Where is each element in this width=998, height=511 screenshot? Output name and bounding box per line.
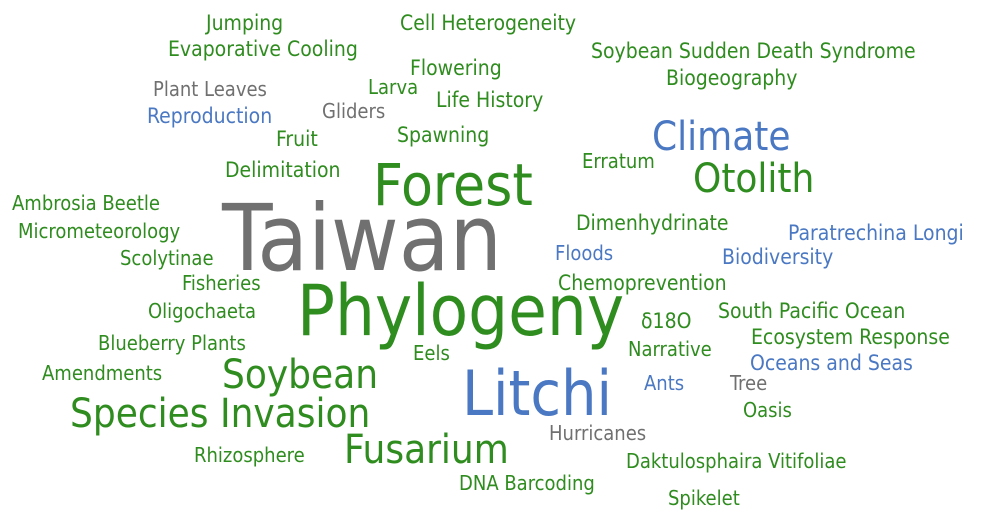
word[interactable]: Oligochaeta xyxy=(148,299,256,323)
word[interactable]: Delimitation xyxy=(225,158,341,182)
word[interactable]: Phylogeny xyxy=(297,270,624,352)
word[interactable]: Cell Heterogeneity xyxy=(400,11,576,35)
word[interactable]: Otolith xyxy=(693,156,814,202)
word[interactable]: Soybean xyxy=(222,352,378,398)
word[interactable]: Amendments xyxy=(42,361,162,385)
word[interactable]: Narrative xyxy=(628,337,712,361)
word[interactable]: Oasis xyxy=(743,398,792,422)
word[interactable]: Rhizosphere xyxy=(194,443,305,467)
word[interactable]: Climate xyxy=(652,114,791,160)
word[interactable]: Gliders xyxy=(322,99,385,123)
word[interactable]: Chemoprevention xyxy=(558,271,727,295)
word[interactable]: Fusarium xyxy=(344,427,509,473)
word[interactable]: Tree xyxy=(729,371,767,395)
word[interactable]: Micrometeorology xyxy=(18,219,181,243)
word[interactable]: Fisheries xyxy=(182,271,261,295)
word[interactable]: Forest xyxy=(373,151,533,219)
word[interactable]: Dimenhydrinate xyxy=(576,211,729,235)
word[interactable]: Fruit xyxy=(276,127,318,151)
word[interactable]: Blueberry Plants xyxy=(98,331,246,355)
word[interactable]: Spikelet xyxy=(668,486,740,510)
word[interactable]: Life History xyxy=(436,88,543,112)
word[interactable]: Evaporative Cooling xyxy=(168,37,358,61)
word[interactable]: Soybean Sudden Death Syndrome xyxy=(591,39,916,63)
word[interactable]: Oceans and Seas xyxy=(750,351,913,375)
word[interactable]: Taiwan xyxy=(221,185,502,292)
word[interactable]: Larva xyxy=(368,75,418,99)
word[interactable]: Daktulosphaira Vitifoliae xyxy=(626,449,846,473)
word[interactable]: Erratum xyxy=(582,149,655,173)
word[interactable]: Ambrosia Beetle xyxy=(12,191,160,215)
word[interactable]: Flowering xyxy=(410,56,502,80)
word[interactable]: Scolytinae xyxy=(120,246,214,270)
word[interactable]: Floods xyxy=(555,241,613,265)
word[interactable]: Ecosystem Response xyxy=(751,325,950,349)
word[interactable]: Reproduction xyxy=(147,104,272,128)
word[interactable]: Species Invasion xyxy=(70,391,370,437)
word[interactable]: Jumping xyxy=(205,11,283,35)
word[interactable]: Eels xyxy=(413,341,450,365)
word[interactable]: δ18O xyxy=(641,309,691,333)
word[interactable]: Litchi xyxy=(462,357,612,430)
word[interactable]: Spawning xyxy=(397,123,489,147)
word[interactable]: Plant Leaves xyxy=(153,77,267,101)
word[interactable]: Ants xyxy=(644,371,684,395)
word[interactable]: Biogeography xyxy=(666,66,797,90)
word[interactable]: South Pacific Ocean xyxy=(718,299,905,323)
word[interactable]: Hurricanes xyxy=(549,421,646,445)
word[interactable]: Paratrechina Longi xyxy=(788,221,964,245)
word[interactable]: Biodiversity xyxy=(722,245,833,269)
word[interactable]: DNA Barcoding xyxy=(459,471,595,495)
